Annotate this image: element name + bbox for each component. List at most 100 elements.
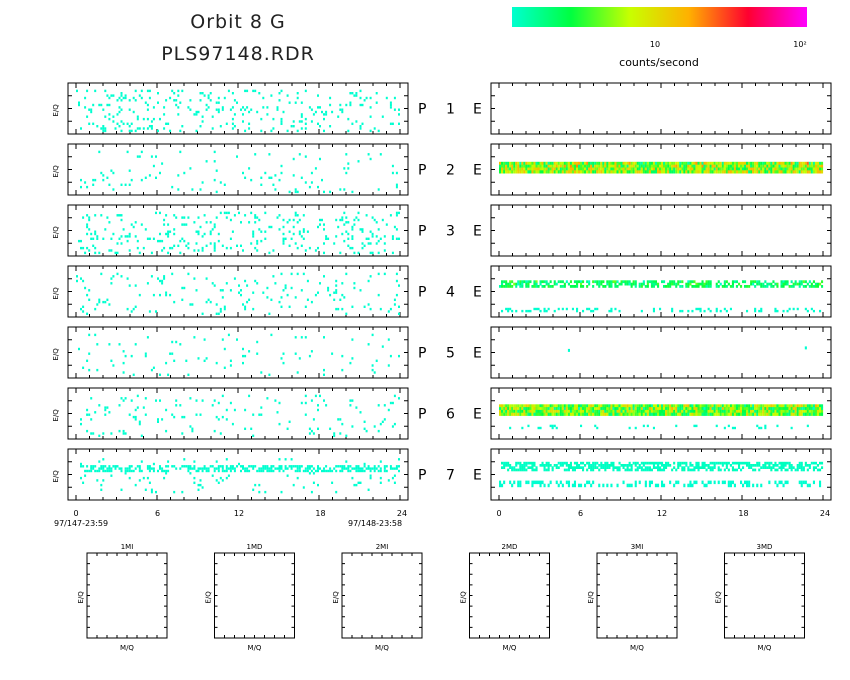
count-pixel (296, 92, 299, 95)
count-pixel (592, 409, 595, 414)
count-pixel (612, 164, 615, 168)
count-pixel (177, 106, 180, 109)
count-pixel (703, 170, 706, 174)
count-pixel (144, 413, 147, 416)
count-pixel (501, 404, 504, 408)
count-pixel (302, 230, 305, 233)
count-pixel (98, 150, 101, 154)
count-pixel (804, 464, 807, 467)
count-pixel (278, 99, 281, 102)
count-pixel (393, 96, 396, 100)
count-pixel (545, 404, 548, 408)
count-pixel (213, 469, 216, 473)
count-pixel (551, 170, 554, 174)
count-pixel (709, 466, 712, 469)
count-pixel (610, 409, 613, 414)
count-pixel (727, 170, 730, 174)
count-pixel (754, 285, 757, 288)
count-pixel (776, 483, 779, 488)
count-pixel (159, 171, 161, 175)
count-pixel (294, 352, 297, 355)
count-pixel (523, 468, 526, 472)
count-pixel (140, 460, 143, 463)
count-pixel (535, 409, 538, 414)
count-pixel (744, 461, 747, 465)
count-pixel (796, 464, 799, 467)
count-pixel (242, 361, 244, 365)
count-pixel (213, 399, 216, 402)
count-pixel (78, 103, 80, 107)
count-pixel (215, 169, 218, 172)
count-pixel (796, 282, 799, 286)
count-pixel (569, 412, 572, 416)
count-pixel (610, 412, 613, 416)
count-pixel (242, 467, 244, 470)
count-pixel (699, 167, 702, 171)
count-pixel (758, 461, 761, 465)
count-pixel (539, 483, 542, 488)
count-pixel (677, 404, 680, 408)
count-pixel (207, 106, 210, 109)
count-pixel (711, 407, 714, 411)
count-pixel (634, 468, 637, 472)
count-pixel (798, 461, 801, 465)
count-pixel (525, 285, 528, 288)
count-pixel (764, 412, 767, 416)
count-pixel (529, 407, 532, 411)
count-pixel (252, 465, 255, 468)
count-pixel (517, 480, 520, 485)
count-pixel (128, 99, 131, 102)
count-pixel (191, 429, 194, 433)
count-pixel (86, 408, 89, 412)
count-pixel (136, 246, 139, 250)
count-pixel (598, 468, 601, 472)
count-pixel (650, 285, 653, 288)
count-pixel (683, 412, 686, 416)
count-pixel (699, 161, 702, 165)
count-pixel (816, 404, 819, 408)
count-pixel (304, 336, 307, 339)
count-pixel (569, 280, 572, 284)
count-pixel (345, 460, 348, 463)
count-pixel (177, 94, 180, 97)
count-pixel (203, 94, 206, 97)
count-pixel (238, 211, 240, 215)
count-pixel (231, 92, 234, 95)
count-pixel (385, 465, 388, 468)
count-pixel (223, 469, 226, 473)
count-pixel (600, 464, 603, 467)
count-pixel (335, 307, 338, 311)
count-pixel (527, 407, 530, 411)
count-pixel (630, 464, 633, 467)
count-pixel (110, 249, 113, 252)
count-pixel (644, 480, 647, 485)
count-pixel (604, 407, 607, 411)
count-pixel (254, 483, 257, 487)
count-pixel (167, 230, 170, 233)
count-pixel (746, 161, 749, 165)
count-pixel (140, 469, 143, 473)
count-pixel (576, 280, 579, 284)
count-pixel (657, 464, 660, 467)
count-pixel (525, 409, 528, 414)
count-pixel (800, 468, 803, 472)
count-pixel (642, 468, 645, 472)
count-pixel (742, 404, 745, 408)
row-label-number: 5 (446, 346, 455, 362)
count-pixel (598, 483, 601, 488)
count-pixel (345, 216, 348, 219)
count-pixel (387, 310, 390, 313)
count-pixel (778, 164, 781, 168)
count-pixel (756, 167, 759, 171)
count-pixel (689, 461, 692, 465)
count-pixel (620, 282, 623, 286)
count-pixel (646, 285, 649, 288)
count-pixel (256, 239, 259, 243)
count-pixel (770, 407, 773, 411)
count-pixel (758, 407, 761, 411)
row-label-e: E (473, 285, 482, 301)
count-pixel (675, 404, 678, 408)
count-pixel (784, 461, 787, 465)
count-pixel (814, 285, 817, 288)
count-pixel (626, 483, 629, 488)
